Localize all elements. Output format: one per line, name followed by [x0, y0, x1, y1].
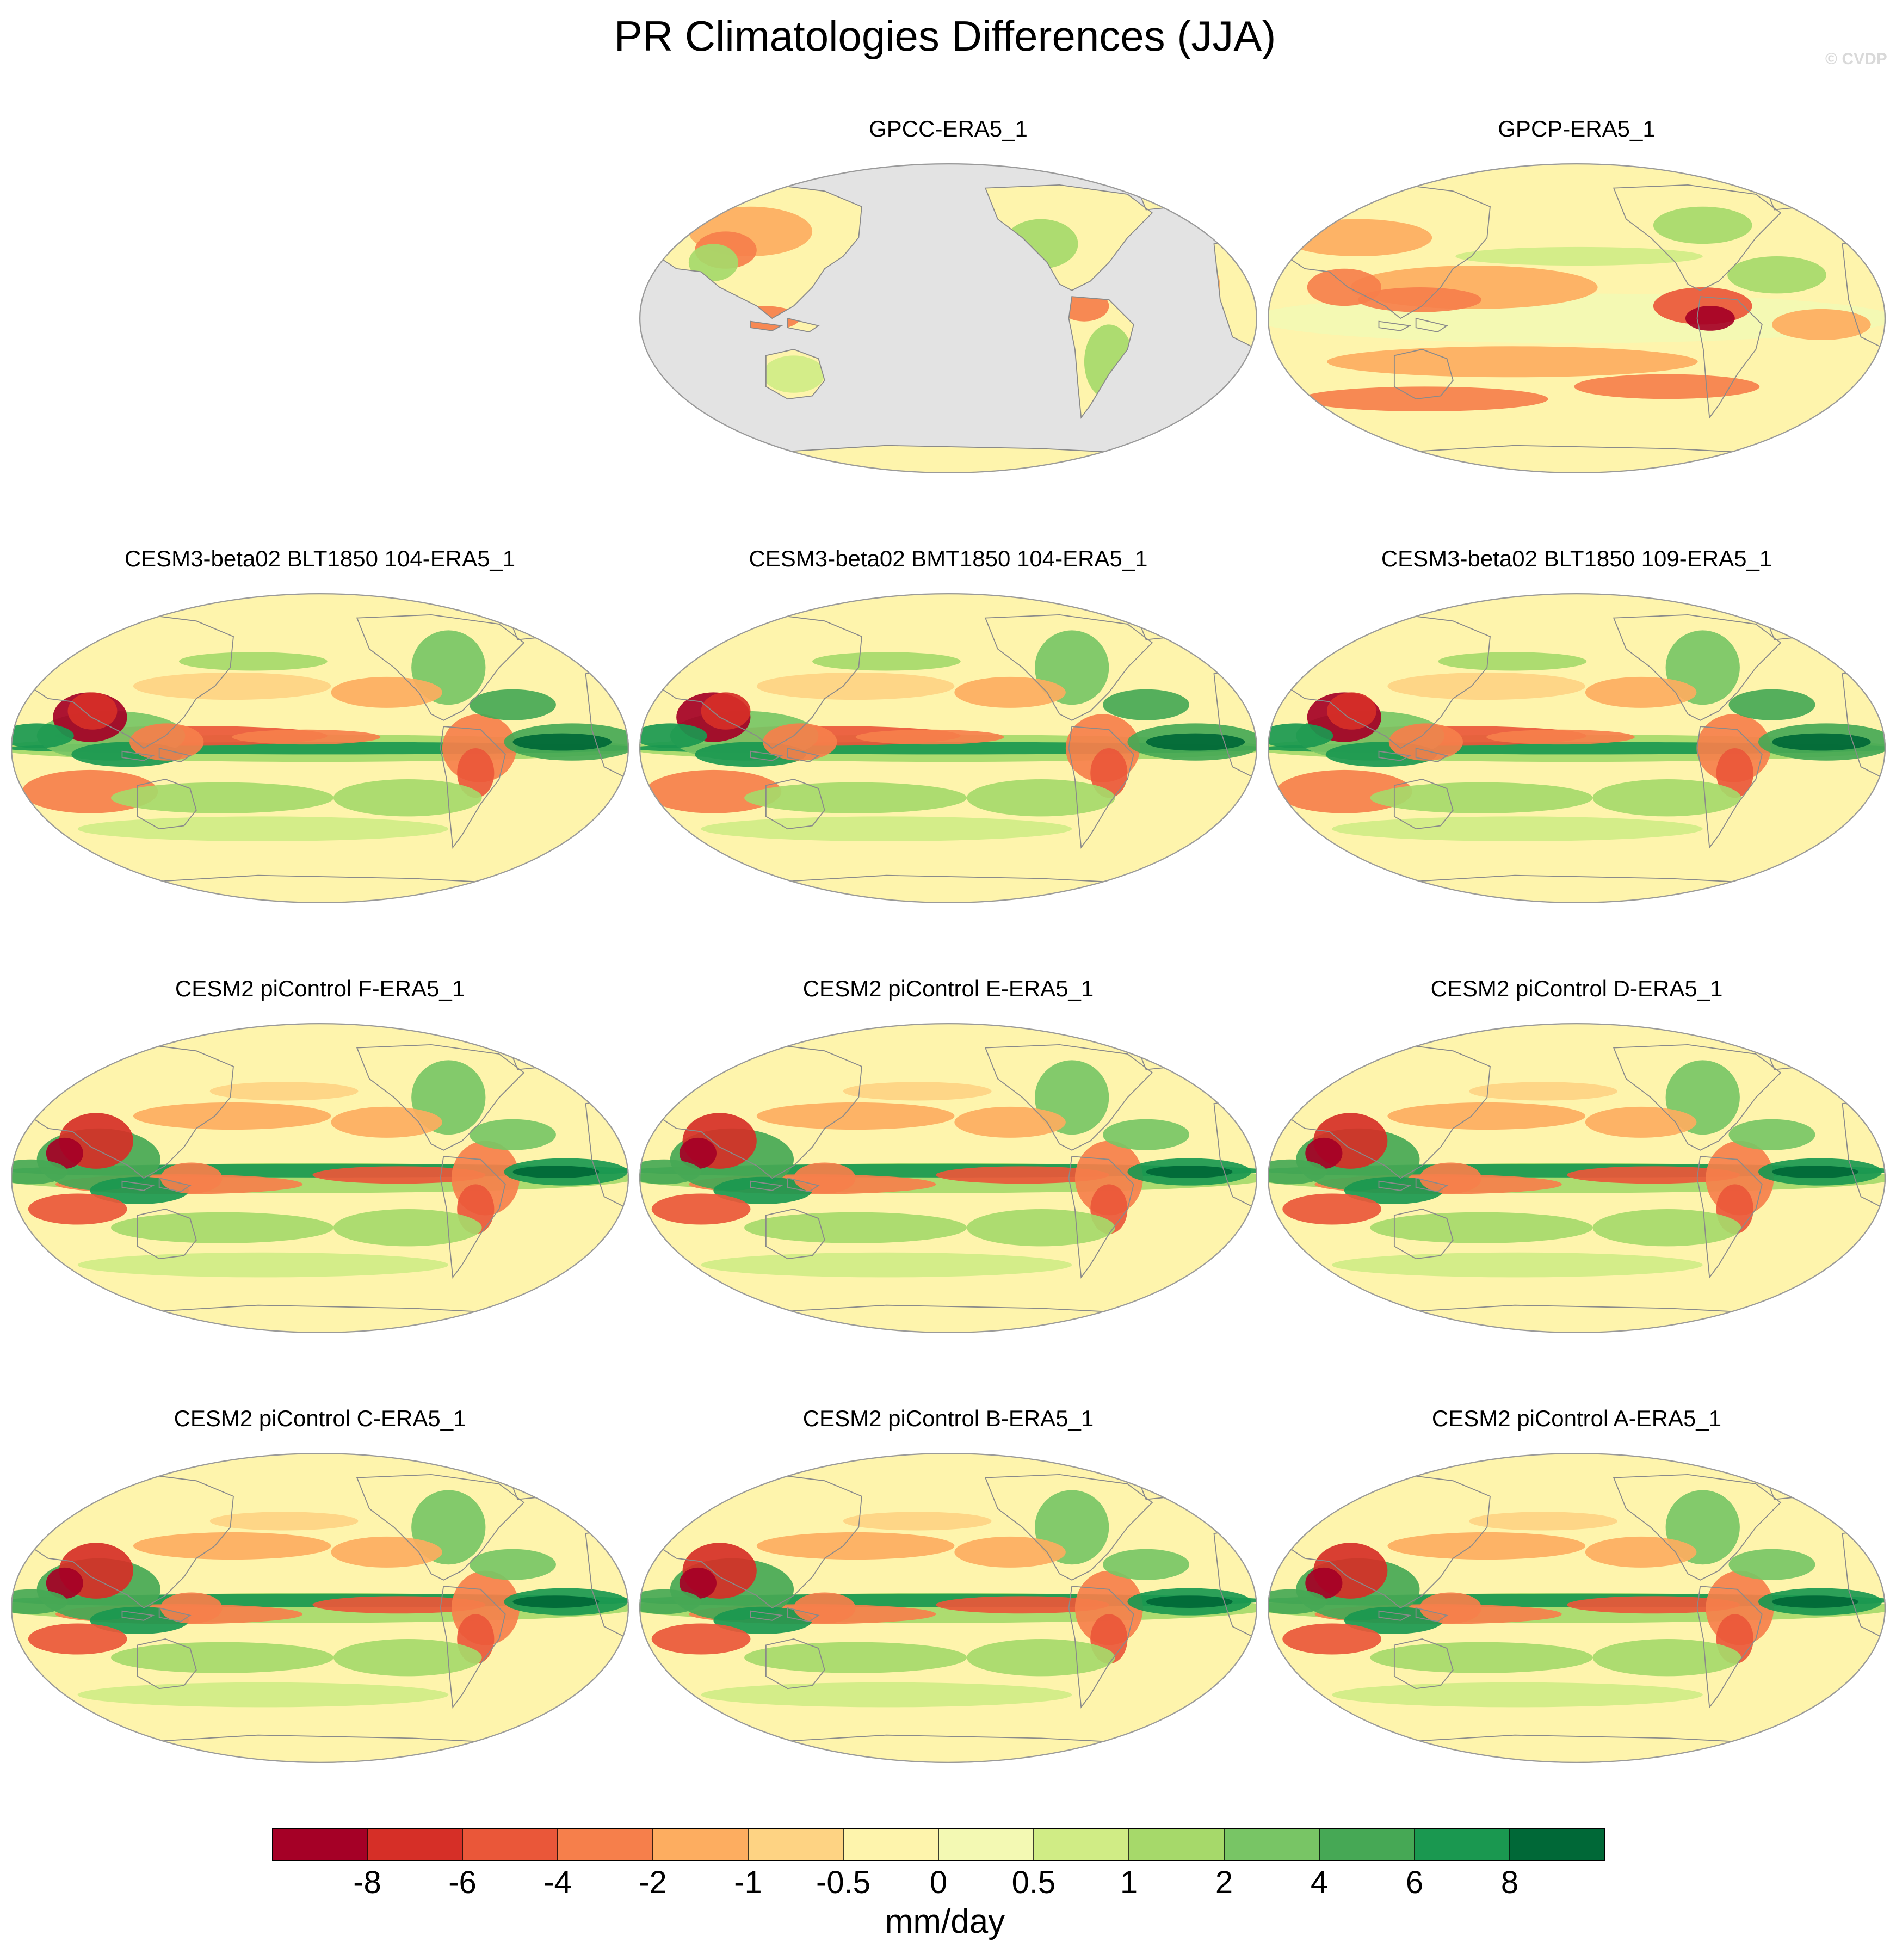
- panel-title: CESM3-beta02 BLT1850 104-ERA5_1: [124, 546, 516, 571]
- panel-title: CESM2 piControl E-ERA5_1: [802, 976, 1094, 1001]
- figure-title: PR Climatologies Differences (JJA): [614, 12, 1276, 60]
- panel-title: CESM2 piControl F-ERA5_1: [175, 976, 465, 1001]
- map-panel: [1268, 1453, 1886, 1763]
- colorbar-tick-label: -4: [543, 1865, 572, 1900]
- colorbar-swatch: [843, 1828, 939, 1861]
- panel-title: CESM2 piControl A-ERA5_1: [1431, 1406, 1722, 1431]
- map-panel: [1268, 163, 1886, 473]
- map-panel: [11, 593, 629, 903]
- colorbar-tick-label: 1: [1120, 1865, 1138, 1900]
- colorbar-tick-label: 0.5: [1011, 1865, 1056, 1900]
- colorbar-swatch: [653, 1828, 749, 1861]
- map-panel: [639, 163, 1257, 473]
- colorbar-swatch: [272, 1828, 368, 1861]
- colorbar-tick-label: 0: [929, 1865, 948, 1900]
- colorbar-tick-label: -1: [734, 1865, 762, 1900]
- colorbar-tick-label: 4: [1310, 1865, 1329, 1900]
- colorbar: [272, 1828, 1605, 1861]
- colorbar-tick-label: 6: [1405, 1865, 1424, 1900]
- colorbar-tick-label: -8: [353, 1865, 381, 1900]
- colorbar-tick-label: -0.5: [816, 1865, 870, 1900]
- colorbar-swatch: [938, 1828, 1034, 1861]
- panel-title: CESM3-beta02 BMT1850 104-ERA5_1: [749, 546, 1148, 571]
- map-panel: [639, 593, 1257, 903]
- colorbar-tick-label: 8: [1500, 1865, 1519, 1900]
- colorbar-swatch: [1129, 1828, 1225, 1861]
- colorbar-swatch: [1510, 1828, 1605, 1861]
- map-panel: [11, 1023, 629, 1333]
- map-panel: [11, 1453, 629, 1763]
- panel-title: CESM2 piControl B-ERA5_1: [802, 1406, 1094, 1431]
- colorbar-tick-label: -6: [448, 1865, 477, 1900]
- panel-title: GPCP-ERA5_1: [1498, 116, 1656, 141]
- colorbar-swatch: [748, 1828, 844, 1861]
- colorbar-swatch: [462, 1828, 558, 1861]
- colorbar-swatch: [367, 1828, 463, 1861]
- colorbar-swatch: [558, 1828, 653, 1861]
- colorbar-tick-label: -2: [639, 1865, 667, 1900]
- map-panel: [1268, 593, 1886, 903]
- colorbar-swatch: [1415, 1828, 1510, 1861]
- colorbar-swatch: [1034, 1828, 1129, 1861]
- map-panel: [1268, 1023, 1886, 1333]
- map-panel: [639, 1453, 1257, 1763]
- panel-title: CESM3-beta02 BLT1850 109-ERA5_1: [1381, 546, 1772, 571]
- colorbar-tick-label: 2: [1215, 1865, 1233, 1900]
- panel-title: CESM2 piControl C-ERA5_1: [174, 1406, 466, 1431]
- colorbar-units: mm/day: [885, 1903, 1005, 1940]
- cvdp-watermark: © CVDP: [1825, 50, 1887, 68]
- panel-title: CESM2 piControl D-ERA5_1: [1430, 976, 1723, 1001]
- panel-title: GPCC-ERA5_1: [869, 116, 1028, 141]
- map-panel: [639, 1023, 1257, 1333]
- colorbar-swatch: [1224, 1828, 1320, 1861]
- colorbar-swatch: [1319, 1828, 1415, 1861]
